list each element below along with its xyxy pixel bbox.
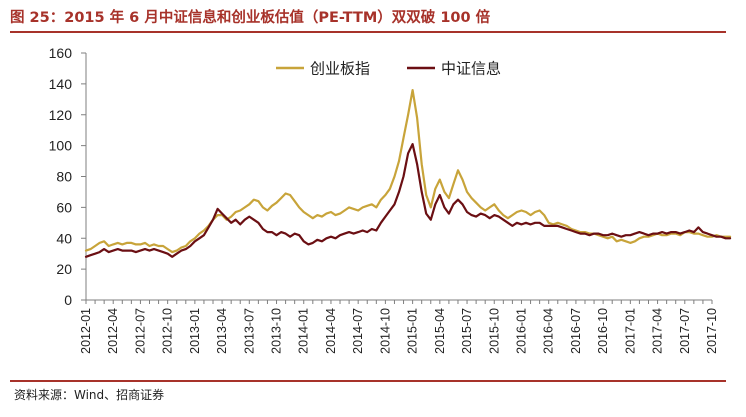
y-tick-label: 20 <box>56 261 72 277</box>
x-tick-label: 2013-10 <box>270 308 284 354</box>
x-tick-label: 2014-07 <box>351 308 365 354</box>
y-tick-label: 0 <box>64 292 72 308</box>
x-tick-label: 2014-10 <box>378 308 392 354</box>
x-axis: 2012-01 2012-04 2012-07 2012-10 2013-01 2013-… <box>79 299 719 354</box>
series-line-csi-info <box>84 143 732 258</box>
x-tick-label: 2014-04 <box>324 308 338 354</box>
series-line-chinext <box>84 88 732 254</box>
x-tick-label: 2013-07 <box>242 308 256 354</box>
source-note: 资料来源：Wind、招商证券 <box>14 388 165 402</box>
source-rule <box>10 380 726 382</box>
y-axis: 0 20 40 60 80 100 120 140 160 <box>49 45 87 308</box>
x-tick-label: 2013-01 <box>188 308 202 354</box>
legend: 创业板指 中证信息 <box>276 60 501 78</box>
x-tick-label: 2014-01 <box>297 308 311 354</box>
series-layer <box>84 88 732 258</box>
x-tick-label: 2015-01 <box>406 308 420 354</box>
x-tick-label: 2012-07 <box>133 308 147 354</box>
y-tick-label: 80 <box>56 169 72 185</box>
x-tick-label: 2015-07 <box>460 308 474 354</box>
x-tick-label: 2015-10 <box>487 308 501 354</box>
x-tick-label: 2016-07 <box>569 308 583 354</box>
x-tick-label: 2012-04 <box>106 308 120 354</box>
y-tick-label: 140 <box>49 76 73 92</box>
x-tick-label: 2017-01 <box>623 308 637 354</box>
title-rule <box>10 31 726 33</box>
x-tick-label: 2015-04 <box>433 308 447 354</box>
y-tick-label: 160 <box>49 45 73 61</box>
x-tick-label: 2017-10 <box>705 308 719 354</box>
legend-label: 中证信息 <box>441 60 501 78</box>
figure-title: 图 25：2015 年 6 月中证信息和创业板估值（PE-TTM）双双破 100… <box>10 10 491 26</box>
x-tick-label: 2012-01 <box>79 308 93 354</box>
x-tick-label: 2013-04 <box>215 308 229 354</box>
x-tick-label: 2016-10 <box>596 308 610 354</box>
legend-label: 创业板指 <box>310 60 370 78</box>
x-tick-label: 2016-01 <box>514 308 528 354</box>
x-tick-label: 2017-07 <box>678 308 692 354</box>
x-tick-label: 2012-10 <box>161 308 175 354</box>
y-tick-label: 120 <box>49 107 73 123</box>
x-tick-label: 2017-04 <box>651 308 665 354</box>
x-tick-label: 2016-04 <box>542 308 556 354</box>
y-tick-label: 60 <box>56 199 72 215</box>
y-tick-label: 100 <box>49 138 73 154</box>
y-tick-label: 40 <box>56 230 72 246</box>
